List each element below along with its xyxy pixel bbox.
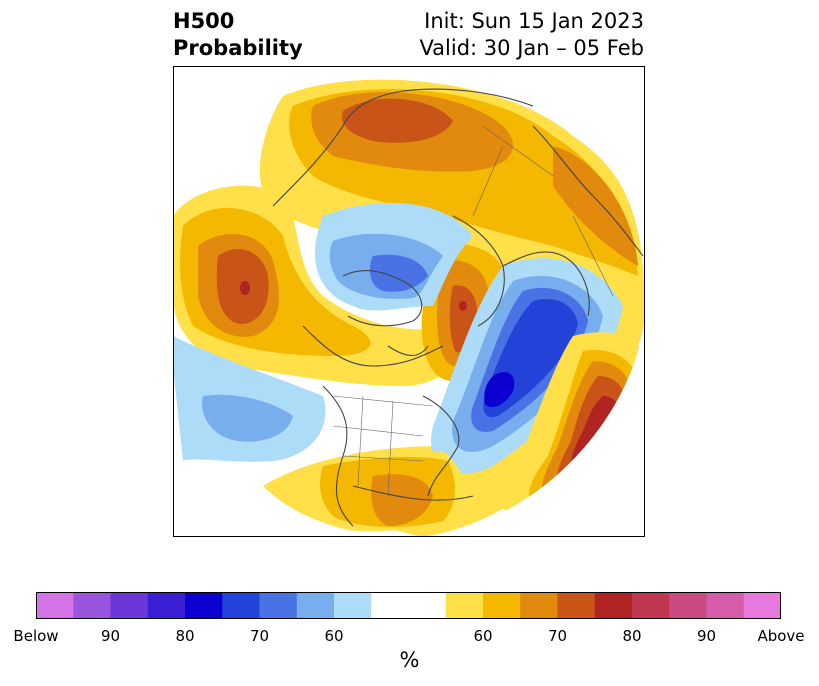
colorbar-frame bbox=[36, 592, 781, 619]
colorbar-cell bbox=[632, 592, 670, 619]
colorbar-cell bbox=[147, 592, 186, 619]
contour-above-90 bbox=[240, 281, 250, 295]
colorbar-unit-label: % bbox=[399, 648, 420, 672]
init-date-label: Init: Sun 15 Jan 2023 bbox=[424, 9, 644, 33]
coastlines bbox=[272, 88, 644, 527]
colorbar-cell bbox=[445, 592, 484, 619]
colorbar-tick-label: 80 bbox=[622, 627, 642, 645]
map-frame bbox=[173, 66, 645, 537]
colorbar-cell bbox=[110, 592, 149, 619]
contour-above-90 bbox=[459, 301, 467, 311]
colorbar-cell bbox=[371, 592, 409, 619]
colorbar-cell bbox=[222, 592, 260, 619]
colorbar-cell bbox=[296, 592, 335, 619]
colorbar-tick-label: 60 bbox=[324, 627, 344, 645]
colorbar-cell bbox=[185, 592, 223, 619]
colorbar-tick-label: Below bbox=[13, 627, 59, 645]
colorbar-cell bbox=[36, 592, 74, 619]
colorbar-tick-label: Above bbox=[757, 627, 805, 645]
contour-below-90 bbox=[484, 371, 515, 408]
colorbar-cell bbox=[557, 592, 596, 619]
political-borders bbox=[332, 125, 614, 497]
colorbar-cells bbox=[36, 592, 781, 619]
colorbar bbox=[36, 592, 781, 619]
colorbar-cell bbox=[706, 592, 745, 619]
colorbar-tick-label: 70 bbox=[249, 627, 270, 645]
colorbar-cell bbox=[73, 592, 111, 619]
colorbar-tick-label: 80 bbox=[175, 627, 195, 645]
contour-above-70 bbox=[553, 146, 638, 266]
contour-above-80 bbox=[342, 98, 453, 143]
colorbar-tick-label: 90 bbox=[696, 627, 717, 645]
title-type: Probability bbox=[173, 36, 303, 60]
forecast-dates: Init: Sun 15 Jan 2023 Valid: 30 Jan – 05… bbox=[419, 8, 644, 62]
colorbar-cell bbox=[408, 592, 447, 619]
probability-map bbox=[173, 66, 645, 537]
colorbar-cell bbox=[259, 592, 298, 619]
contour-below-70 bbox=[370, 254, 428, 292]
colorbar-cell bbox=[669, 592, 707, 619]
title-variable: H500 bbox=[173, 9, 235, 33]
colorbar-tick-label: 60 bbox=[473, 627, 493, 645]
colorbar-cell bbox=[594, 592, 633, 619]
colorbar-cell bbox=[483, 592, 521, 619]
colorbar-tick-label: 90 bbox=[100, 627, 121, 645]
chart-title: H500 Probability bbox=[173, 8, 303, 62]
contour-below-60 bbox=[202, 394, 293, 442]
colorbar-tick-label: 70 bbox=[547, 627, 568, 645]
colorbar-cell bbox=[520, 592, 558, 619]
colorbar-cell bbox=[743, 592, 781, 619]
colorbar-cell bbox=[334, 592, 372, 619]
valid-date-label: Valid: 30 Jan – 05 Feb bbox=[419, 36, 644, 60]
contour-above-70 bbox=[371, 474, 433, 526]
probability-fill bbox=[173, 79, 645, 537]
